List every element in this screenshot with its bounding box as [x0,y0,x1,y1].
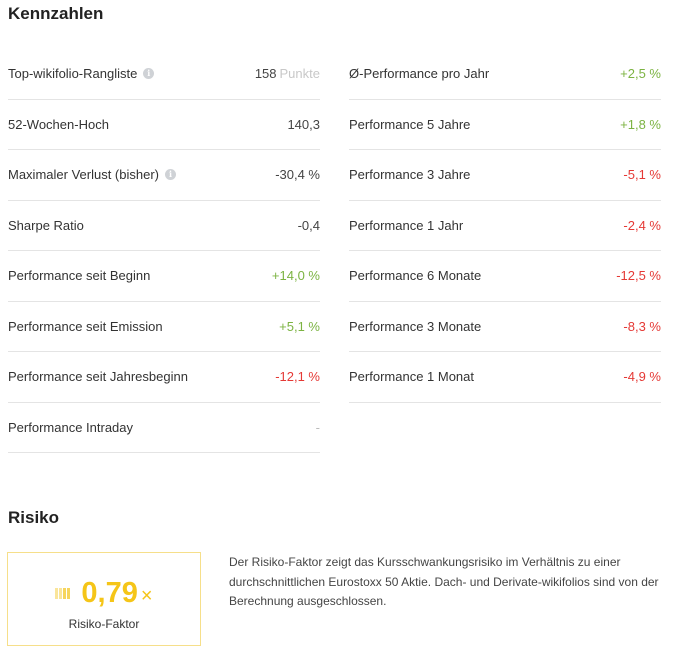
kennzahl-value: -12,5 % [616,268,661,283]
kennzahl-value-text: -8,3 % [623,318,661,334]
kennzahl-value: -0,4 [298,218,320,233]
kennzahl-label: Maximaler Verlust (bisher) i [8,167,176,182]
kennzahl-label-text: Performance Intraday [8,419,134,435]
kennzahl-value: -4,9 % [623,369,661,384]
kennzahl-value-text: +1,8 % [620,116,661,132]
kennzahl-value: +5,1 % [279,319,320,334]
kennzahl-label-text: Performance seit Beginn [8,268,151,284]
kennzahl-label: Top-wikifolio-Rangliste i [8,66,155,82]
kennzahl-value: +1,8 % [620,117,661,132]
kennzahl-value-text: +2,5 % [620,66,661,82]
risk-description: Der Risiko-Faktor zeigt das Kursschwanku… [229,555,659,608]
kennzahl-row: Sharpe Ratio -0,4 [8,201,320,251]
kennzahl-label-text: Performance 3 Jahre [349,167,471,183]
kennzahl-value-text: -12,5 % [616,268,661,284]
kennzahl-row: Ø-Performance pro Jahr +2,5 % [349,49,661,100]
kennzahl-label: Performance 5 Jahre [349,117,470,132]
kennzahl-label-text: 52-Wochen-Hoch [8,116,109,132]
kennzahl-label: Performance 6 Monate [349,268,481,283]
kennzahl-value-text: -4,9 % [623,369,661,385]
info-icon[interactable]: i [165,169,176,181]
kennzahl-label-text: Maximaler Verlust (bisher) [8,167,159,183]
kennzahlen-title: Kennzahlen [8,4,104,23]
kennzahl-value: +14,0 % [272,268,320,283]
kennzahl-value-text: -0,4 [297,217,320,233]
kennzahl-value: 158 Punkte [255,66,320,81]
kennzahl-label: 52-Wochen-Hoch [8,117,109,132]
kennzahl-label-text: Ø-Performance pro Jahr [349,66,490,82]
risk-factor-label: Risiko-Faktor [68,617,140,631]
kennzahl-label-text: Performance 5 Jahre [349,116,471,132]
info-icon[interactable]: i [143,68,155,80]
kennzahl-label-text: Top-wikifolio-Rangliste [8,66,138,82]
kennzahl-label: Performance seit Beginn [8,268,150,283]
kennzahlen-left-column: Top-wikifolio-Rangliste i 158 Punkte 52-Woch… [8,49,320,453]
kennzahl-value-text: -12,1 % [275,369,320,385]
kennzahl-value: -12,1 % [275,369,320,384]
kennzahl-label: Ø-Performance pro Jahr [349,66,489,81]
kennzahl-unit: Punkte [279,66,320,82]
kennzahl-row: Performance seit Jahresbeginn -12,1 % [8,352,320,403]
kennzahl-row: Performance 3 Monate -8,3 % [349,302,661,352]
kennzahl-value: - [316,420,320,435]
risk-factor-multiplier: × [140,585,153,607]
kennzahl-value-text: +5,1 % [279,318,320,334]
kennzahl-label-text: Sharpe Ratio [8,217,84,233]
kennzahl-label: Performance 3 Monate [349,319,481,334]
kennzahl-value-text: 158 [254,66,277,82]
kennzahl-row: Maximaler Verlust (bisher) i -30,4 % [8,150,320,201]
kennzahl-label-text: Performance seit Emission [8,318,163,334]
kennzahl-label-text: Performance 3 Monate [349,318,482,334]
kennzahl-row: Performance 6 Monate -12,5 % [349,251,661,302]
risk-factor-value: 0,79 [81,577,138,609]
kennzahl-value-text: -5,1 % [623,167,661,183]
kennzahl-label: Performance 1 Jahr [349,218,463,233]
kennzahl-row: Performance Intraday - [8,403,320,453]
kennzahl-row: 52-Wochen-Hoch 140,3 [8,100,320,150]
kennzahlen-right-column: Ø-Performance pro Jahr +2,5 % Performance … [349,49,661,403]
kennzahl-row: Performance 1 Monat -4,9 % [349,352,661,403]
risk-factor-card: 0,79 × Risiko-Faktor [7,552,201,646]
kennzahl-label-text: Performance 1 Monat [349,369,475,385]
kennzahl-row: Performance 5 Jahre +1,8 % [349,100,661,150]
kennzahl-label-text: Performance seit Jahresbeginn [8,369,188,385]
kennzahl-value: +2,5 % [620,66,661,81]
kennzahl-value-text: - [315,419,320,435]
kennzahl-row: Performance seit Beginn +14,0 % [8,251,320,302]
kennzahl-label: Performance seit Jahresbeginn [8,369,188,384]
kennzahl-value: -5,1 % [623,167,661,182]
kennzahl-value-text: +14,0 % [271,268,320,284]
risiko-title: Risiko [8,508,60,527]
kennzahl-value: -2,4 % [623,218,661,233]
kennzahl-value: -30,4 % [275,167,320,182]
kennzahl-label-text: Performance 6 Monate [349,268,482,284]
kennzahl-label: Performance 3 Jahre [349,167,470,182]
kennzahl-value-text: 140,3 [287,116,320,132]
kennzahl-row: Performance 3 Jahre -5,1 % [349,150,661,201]
kennzahl-label-text: Performance 1 Jahr [349,217,464,233]
kennzahl-row: Performance 1 Jahr -2,4 % [349,201,661,251]
kennzahl-value: -8,3 % [623,319,661,334]
kennzahl-label: Performance seit Emission [8,319,163,334]
kennzahl-value-text: -30,4 % [275,167,320,183]
kennzahl-value: 140,3 [287,117,320,132]
kennzahl-value-text: -2,4 % [623,217,661,233]
kennzahl-label: Performance 1 Monat [349,369,474,384]
kennzahl-row: Top-wikifolio-Rangliste i 158 Punkte [8,49,320,100]
kennzahl-label: Performance Intraday [8,420,133,435]
kennzahl-row: Performance seit Emission +5,1 % [8,302,320,352]
kennzahl-label: Sharpe Ratio [8,218,84,233]
risk-bars-icon [55,588,71,599]
